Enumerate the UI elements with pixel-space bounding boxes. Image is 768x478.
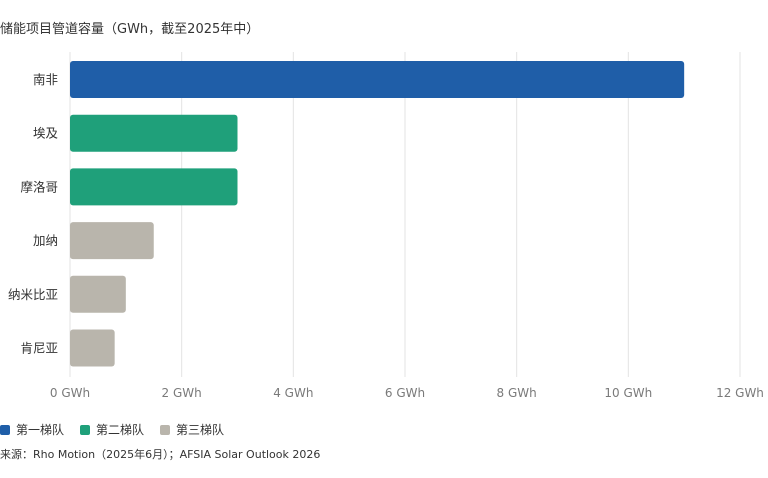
category-label-0: 南非 [33, 72, 58, 87]
legend-swatch-tier1 [0, 424, 10, 435]
legend: 第一梯队 第二梯队 第三梯队 [0, 421, 240, 438]
legend-label-tier2: 第二梯队 [96, 423, 145, 437]
x-tick-label-4: 8 GWh [497, 386, 537, 400]
category-label-1: 埃及 [33, 126, 59, 141]
category-label-5: 肯尼亚 [20, 341, 58, 356]
x-tick-label-6: 12 GWh [716, 386, 764, 400]
bars [70, 61, 685, 367]
legend-item-tier2[interactable]: 第二梯队 [80, 421, 144, 438]
x-tick-label-0: 0 GWh [50, 386, 90, 400]
category-label-3: 加纳 [33, 233, 58, 248]
bar-1[interactable] [70, 114, 238, 152]
x-tick-label-3: 6 GWh [385, 386, 425, 400]
x-tick-label-5: 10 GWh [604, 386, 652, 400]
bar-5[interactable] [70, 329, 115, 367]
legend-swatch-tier2 [80, 424, 91, 435]
legend-swatch-tier3 [160, 424, 171, 435]
chart-title: 储能项目管道容量（GWh，截至2025年中） [0, 22, 260, 37]
grid-lines [69, 52, 741, 377]
x-tick-label-1: 2 GWh [162, 386, 202, 400]
category-label-4: 纳米比亚 [8, 287, 58, 302]
x-axis-tick-labels: 0 GWh 2 GWh 4 GWh 6 GWh 8 GWh 10 GWh 12 GWh [50, 386, 764, 400]
bar-4[interactable] [70, 275, 126, 313]
legend-item-tier3[interactable]: 第三梯队 [160, 421, 224, 438]
bar-0[interactable] [70, 61, 685, 98]
legend-label-tier1: 第一梯队 [16, 423, 65, 437]
x-tick-label-2: 4 GWh [273, 386, 313, 400]
legend-item-tier1[interactable]: 第一梯队 [0, 421, 64, 438]
source-note: 来源：Rho Motion（2025年6月）；AFSIA Solar Outlo… [0, 448, 321, 461]
legend-label-tier3: 第三梯队 [176, 423, 225, 437]
bar-2[interactable] [70, 168, 238, 206]
bar-3[interactable] [70, 222, 154, 260]
category-label-2: 摩洛哥 [20, 179, 58, 194]
